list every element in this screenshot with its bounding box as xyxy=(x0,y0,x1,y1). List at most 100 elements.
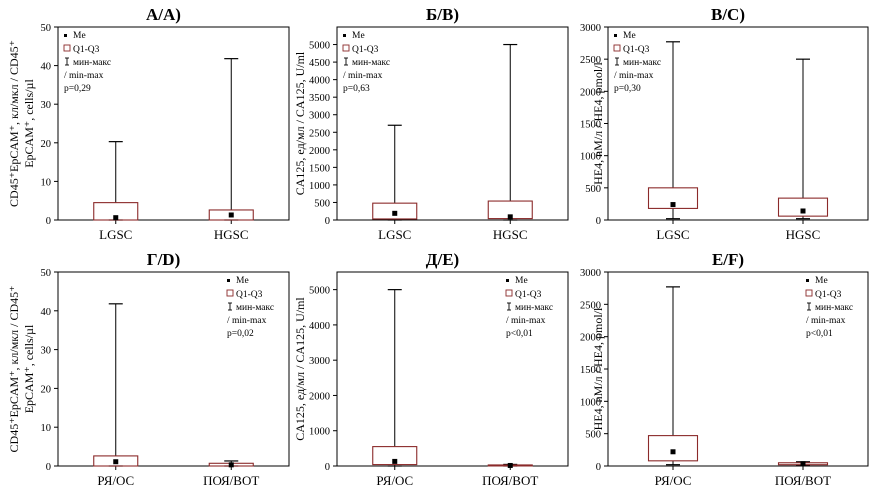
y-axis-label: CA125, ед/мл / CA125, U/ml xyxy=(293,297,307,441)
chart-title: E/F) xyxy=(712,250,744,269)
legend-box-swatch xyxy=(505,289,513,297)
y-axis-label-line: CA125, ед/мл / CA125, U/ml xyxy=(293,297,307,441)
legend-item: мин-макс xyxy=(73,58,111,68)
y-tick-label: 2000 xyxy=(309,146,330,157)
legend-item: Q1-Q3 xyxy=(815,290,842,300)
legend-median-swatch xyxy=(614,34,617,37)
y-tick-label: 1500 xyxy=(309,163,330,174)
y-tick-label: 0 xyxy=(596,216,601,227)
y-axis-label-line: EpCAM⁺, cells/µl xyxy=(22,79,36,168)
y-tick-label: 50 xyxy=(41,268,52,279)
x-tick-label: РЯ/OC xyxy=(655,473,692,488)
box-q1-q3 xyxy=(647,187,699,209)
legend-box-swatch xyxy=(63,44,71,52)
chart-title: B/C) xyxy=(711,5,745,24)
legend-item: / min-max xyxy=(806,316,846,326)
median-marker xyxy=(507,214,513,220)
box-q1-q3 xyxy=(208,209,254,221)
y-tick-label: 40 xyxy=(41,62,52,73)
x-tick-label: LGSC xyxy=(378,227,411,242)
plot-area xyxy=(336,271,569,467)
y-tick-label: 0 xyxy=(46,462,51,473)
y-tick-label: 3000 xyxy=(580,23,601,34)
y-tick-label: 1000 xyxy=(580,152,601,163)
p-value-label: p<0,01 xyxy=(806,329,833,339)
y-axis-label-line: CD45⁺EpCAM⁺, кл/мкл / CD45⁺ xyxy=(7,286,21,453)
legend: Me Q1-Q3 мин-макс / min-max p=0,30 xyxy=(613,31,661,94)
legend-item: Q1-Q3 xyxy=(236,290,263,300)
y-tick-label: 2000 xyxy=(309,391,330,402)
y-tick-label: 0 xyxy=(325,216,330,227)
y-tick-label: 2500 xyxy=(580,300,601,311)
legend-median-swatch xyxy=(343,34,346,37)
y-axis-label-line: HE4, nM/л / HE4, pmol/l xyxy=(591,62,605,185)
legend-item: Me xyxy=(352,31,365,41)
x-tick-label: ПОЯ/BOT xyxy=(775,473,831,488)
y-tick-label: 0 xyxy=(596,462,601,473)
y-tick-label: 10 xyxy=(41,177,52,188)
legend-item: Me xyxy=(815,276,828,286)
legend-median-swatch xyxy=(227,279,230,282)
legend: Me Q1-Q3 мин-макс / min-max p=0,63 xyxy=(342,31,390,94)
y-tick-label: 2000 xyxy=(580,333,601,344)
box-q1-q3 xyxy=(372,202,418,220)
legend-item: Q1-Q3 xyxy=(352,45,379,55)
x-tick-label: LGSC xyxy=(99,227,132,242)
legend-median-swatch xyxy=(506,279,509,282)
y-axis-label-line: HE4, nM/л / HE4, pmol/l xyxy=(591,307,605,430)
chart-panel-1: A/A) 0 10 20 30 40 50 CD45⁺EpCAM⁺, кл/мкл / CD4… xyxy=(7,5,290,242)
legend-item: Me xyxy=(623,31,636,41)
p-value-label: p=0,63 xyxy=(343,84,370,94)
y-axis-label: CD45⁺EpCAM⁺, кл/мкл / CD45⁺EpCAM⁺, cells… xyxy=(7,40,36,207)
x-tick-label: LGSC xyxy=(656,227,689,242)
y-tick-label: 5000 xyxy=(309,286,330,297)
y-tick-label: 0 xyxy=(325,462,330,473)
x-tick-label: HGSC xyxy=(786,227,821,242)
y-tick-label: 4000 xyxy=(309,76,330,87)
legend-item: мин-макс xyxy=(815,303,853,313)
y-tick-label: 2500 xyxy=(309,128,330,139)
y-tick-label: 500 xyxy=(314,198,330,209)
legend-item: мин-макс xyxy=(515,303,553,313)
plot-area xyxy=(57,26,290,221)
y-tick-label: 4000 xyxy=(309,321,330,332)
box-q1-q3 xyxy=(93,455,139,467)
median-marker xyxy=(392,210,398,216)
y-tick-label: 1000 xyxy=(309,181,330,192)
y-axis-label: HE4, nM/л / HE4, pmol/l xyxy=(591,307,605,430)
x-tick-label: ПОЯ/BOT xyxy=(482,473,538,488)
chart-title: Д/E) xyxy=(426,250,459,269)
y-axis-label: CD45⁺EpCAM⁺, кл/мкл / CD45⁺EpCAM⁺, cells… xyxy=(7,286,36,453)
legend-item: / min-max xyxy=(64,71,104,81)
box-q1-q3 xyxy=(647,435,699,462)
y-tick-label: 30 xyxy=(41,346,52,357)
y-tick-label: 3500 xyxy=(309,93,330,104)
x-tick-label: РЯ/OC xyxy=(97,473,134,488)
legend-box-swatch xyxy=(226,289,234,297)
y-tick-label: 2000 xyxy=(580,87,601,98)
plot-area xyxy=(607,26,869,221)
plot-area xyxy=(57,271,290,467)
median-marker xyxy=(507,462,513,468)
x-tick-label: HGSC xyxy=(214,227,249,242)
y-tick-label: 2500 xyxy=(580,55,601,66)
median-marker xyxy=(670,449,676,455)
legend-item: Me xyxy=(515,276,528,286)
legend: Me Q1-Q3 мин-макс / min-max p=0,29 xyxy=(63,31,111,94)
median-marker xyxy=(228,462,234,468)
chart-title: A/A) xyxy=(146,5,181,24)
chart-panel-3: B/C) 0 500 1000 1500 2000 2500 3000 HE4, nM/л / … xyxy=(580,5,869,242)
legend-item: мин-макс xyxy=(352,58,390,68)
y-tick-label: 500 xyxy=(585,184,601,195)
chart-panel-4: Г/D) 0 10 20 30 40 50 CD45⁺EpCAM⁺, кл/мкл / CD4… xyxy=(7,250,290,488)
median-marker xyxy=(392,458,398,464)
legend-item: / min-max xyxy=(227,316,267,326)
y-tick-label: 0 xyxy=(46,216,51,227)
p-value-label: p=0,02 xyxy=(227,329,254,339)
legend: Me Q1-Q3 мин-макс / min-max p=0,02 xyxy=(226,276,274,339)
legend-item: Q1-Q3 xyxy=(515,290,542,300)
box-q1-q3 xyxy=(777,197,829,217)
y-tick-label: 1000 xyxy=(580,397,601,408)
